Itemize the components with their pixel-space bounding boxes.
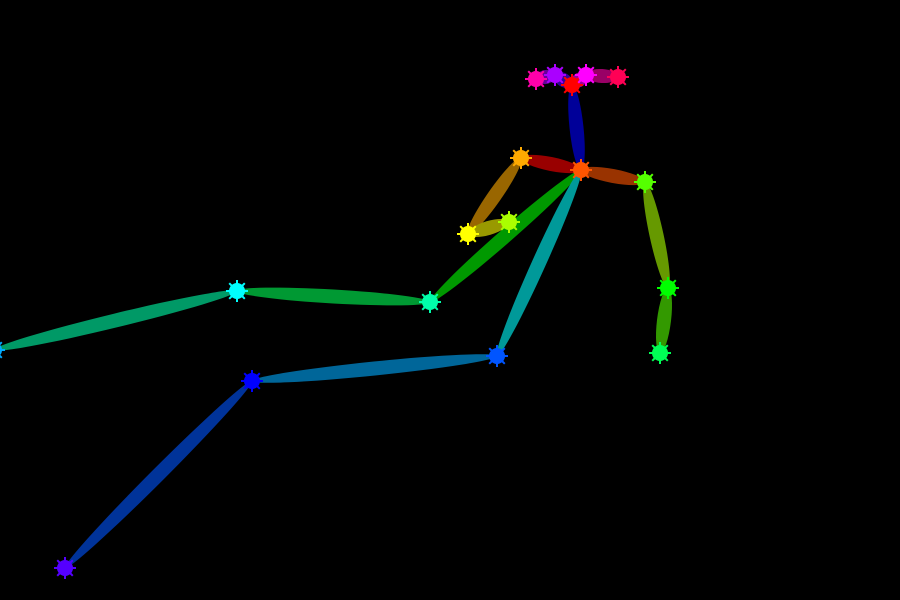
joint-left-elbow-dot <box>660 280 676 296</box>
joint-left-ankle-dot <box>57 560 73 576</box>
joint-right-ankle-spike <box>0 341 3 346</box>
joint-neck-dot <box>573 162 589 178</box>
joint-left-wrist-dot <box>652 345 668 361</box>
limb-left-elbow-left-wrist <box>655 287 673 354</box>
limb-left-eye-left-ear <box>585 68 619 84</box>
joint-right-ear <box>525 68 547 90</box>
joint-right-ankle-spike <box>0 354 3 359</box>
joint-right-ear-dot <box>528 71 544 87</box>
joint-left-ear-dot <box>610 69 626 85</box>
joint-right-hip-dot <box>422 294 438 310</box>
joint-right-knee-dot <box>229 283 245 299</box>
joint-right-ankle-dot <box>0 344 2 356</box>
limb-right-shoulder-right-elbow <box>467 157 522 235</box>
joint-right-elbow-dot <box>460 226 476 242</box>
joint-left-wrist <box>649 342 671 364</box>
limb-neck-nose <box>568 84 585 171</box>
joint-left-elbow <box>657 277 679 299</box>
joint-right-wrist-dot <box>501 214 517 230</box>
joint-right-knee <box>226 280 248 302</box>
limb-right-hip-right-knee <box>236 287 431 306</box>
limb-right-knee-right-ankle <box>0 290 238 351</box>
joint-neck <box>570 159 592 181</box>
joint-right-shoulder-dot <box>513 150 529 166</box>
joint-left-ankle <box>54 557 76 579</box>
joint-left-shoulder-dot <box>637 174 653 190</box>
limb-neck-left-shoulder <box>580 166 646 186</box>
joint-nose-dot <box>564 77 580 93</box>
limb-left-knee-left-ankle <box>64 380 253 569</box>
joint-left-hip-dot <box>489 348 505 364</box>
joint-left-eye <box>575 64 597 86</box>
joint-right-eye-dot <box>547 67 563 83</box>
joint-right-eye <box>544 64 566 86</box>
joint-right-ankle <box>0 341 5 359</box>
joint-right-wrist <box>498 211 520 233</box>
limb-neck-left-hip <box>496 169 582 357</box>
joint-left-knee-dot <box>244 373 260 389</box>
joint-left-ear <box>607 66 629 88</box>
joint-left-knee <box>241 370 263 392</box>
joint-left-eye-dot <box>578 67 594 83</box>
limb-neck-right-shoulder <box>520 154 582 174</box>
limb-left-hip-left-knee <box>251 354 498 383</box>
joint-right-shoulder <box>510 147 532 169</box>
limb-right-elbow-right-wrist <box>467 218 510 238</box>
joint-right-elbow <box>457 223 479 245</box>
joint-right-hip <box>419 291 441 313</box>
limb-left-shoulder-left-elbow <box>643 181 670 289</box>
joint-left-shoulder <box>634 171 656 193</box>
joint-left-hip <box>486 345 508 367</box>
limb-neck-right-hip <box>429 169 582 303</box>
